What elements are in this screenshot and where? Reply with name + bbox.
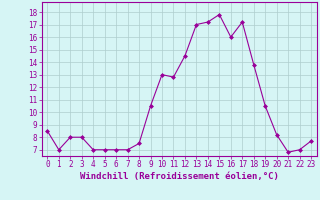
X-axis label: Windchill (Refroidissement éolien,°C): Windchill (Refroidissement éolien,°C) (80, 172, 279, 181)
